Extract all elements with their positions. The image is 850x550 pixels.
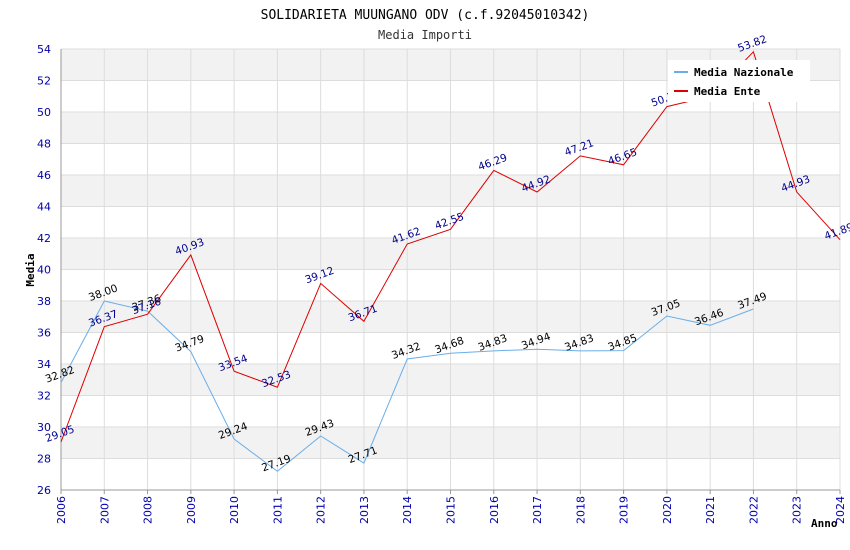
x-tick-label: 2011 <box>271 496 284 524</box>
data-label: 34.79 <box>174 333 206 355</box>
x-tick-label: 2015 <box>445 496 458 524</box>
axes <box>60 49 841 494</box>
x-tick-label: 2008 <box>142 496 155 524</box>
y-tick-labels: 26 28 30 32 34 36 38 40 42 44 46 48 50 52 54 <box>37 43 51 497</box>
series-line <box>60 300 754 472</box>
x-tick-label: 2018 <box>574 496 587 524</box>
x-tick-label: 2009 <box>185 496 198 524</box>
x-tick-label: 2017 <box>531 496 544 524</box>
legend-label: Media Nazionale <box>694 66 794 79</box>
x-tick-label: 2010 <box>228 496 241 524</box>
data-label: 46.29 <box>477 152 509 174</box>
y-tick-label: 54 <box>37 43 51 56</box>
legend-background <box>668 60 810 102</box>
y-tick-label: 50 <box>37 106 51 119</box>
chart-subtitle: Media Importi <box>378 28 472 42</box>
x-tick-label: 2012 <box>315 496 328 524</box>
y-tick-label: 30 <box>37 421 51 434</box>
y-tick-label: 38 <box>37 295 51 308</box>
x-tick-label: 2014 <box>401 496 414 524</box>
x-tick-label: 2024 <box>834 496 847 524</box>
x-tick-label: 2006 <box>55 496 68 524</box>
y-tick-label: 34 <box>37 358 51 371</box>
x-tick-label: 2022 <box>747 496 760 524</box>
y-tick-label: 42 <box>37 232 51 245</box>
x-tick-label: 2023 <box>791 496 804 524</box>
y-tick-label: 46 <box>37 169 51 182</box>
x-axis-label: Anno <box>811 517 838 530</box>
legend-label: Media Ente <box>694 85 761 98</box>
y-axis-label: Media <box>24 253 37 286</box>
y-tick-label: 52 <box>37 75 51 88</box>
data-label: 34.32 <box>390 340 422 362</box>
x-tick-label: 2019 <box>618 496 631 524</box>
y-tick-label: 28 <box>37 453 51 466</box>
y-tick-label: 48 <box>37 138 51 151</box>
x-tick-labels: 2006 2007 2008 2009 2010 2011 2012 2013 2014 2015… <box>55 496 847 524</box>
chart-title: SOLIDARIETA MUUNGANO ODV (c.f.9204501034… <box>261 8 590 23</box>
data-label: 42.55 <box>433 211 465 233</box>
y-tick-label: 26 <box>37 484 51 497</box>
x-tick-label: 2013 <box>358 496 371 524</box>
y-tick-label: 40 <box>37 264 51 277</box>
legend: Media Nazionale Media Ente <box>668 60 810 102</box>
x-tick-label: 2021 <box>704 496 717 524</box>
x-tick-label: 2007 <box>98 496 111 524</box>
x-tick-label: 2020 <box>661 496 674 524</box>
y-tick-label: 44 <box>37 201 51 214</box>
y-tick-label: 32 <box>37 390 51 403</box>
y-tick-label: 36 <box>37 327 51 340</box>
x-tick-label: 2016 <box>488 496 501 524</box>
